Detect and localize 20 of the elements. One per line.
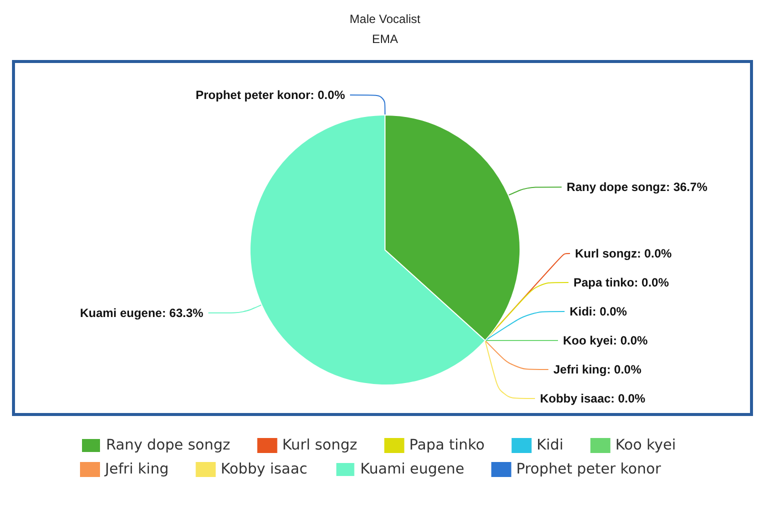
legend-label: Prophet peter konor bbox=[516, 462, 661, 478]
legend-label: Kobby isaac bbox=[220, 462, 308, 478]
data-label: Rany dope songz: 36.7% bbox=[566, 180, 708, 194]
chart-title: Male Vocalist bbox=[350, 12, 422, 26]
text: Papa tinko: 0.0% bbox=[574, 276, 669, 290]
data-label: Kuami eugene: 63.3% bbox=[80, 306, 204, 320]
legend-label: Rany dope songz bbox=[106, 438, 230, 454]
text: Jefri king: 0.0% bbox=[553, 362, 642, 376]
legend-label: Kuami eugene bbox=[360, 462, 464, 478]
legend-label: Kurl songz bbox=[282, 438, 358, 454]
text: Kobby isaac: 0.0% bbox=[540, 392, 646, 406]
legend-label: Koo kyei bbox=[615, 438, 676, 454]
legend-label: Kidi bbox=[536, 438, 564, 454]
text: Kurl songz: 0.0% bbox=[574, 246, 672, 260]
chart-subtitle: EMA bbox=[372, 32, 398, 46]
text: Koo kyei: 0.0% bbox=[562, 334, 648, 348]
legend-label: Jefri king bbox=[104, 462, 169, 478]
text: Kidi: 0.0% bbox=[570, 304, 627, 318]
legend-label: Papa tinko bbox=[409, 438, 485, 454]
text: Prophet peter konor: 0.0% bbox=[196, 88, 345, 102]
